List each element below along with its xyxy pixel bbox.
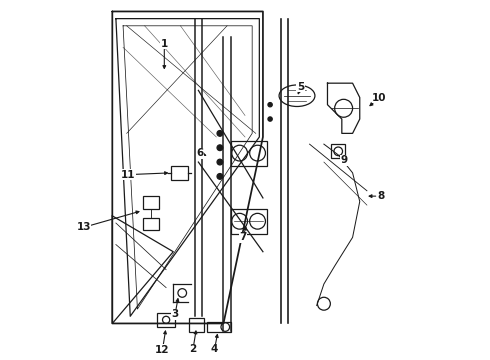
Circle shape (217, 159, 223, 165)
Ellipse shape (279, 85, 315, 107)
Text: 8: 8 (378, 191, 385, 201)
Text: 2: 2 (189, 344, 196, 354)
Text: 7: 7 (240, 232, 247, 242)
Circle shape (268, 103, 272, 107)
Text: 11: 11 (121, 170, 136, 180)
Text: 5: 5 (297, 82, 304, 92)
Bar (190, 318, 204, 332)
Circle shape (217, 131, 223, 136)
Text: 1: 1 (161, 39, 168, 49)
Circle shape (217, 174, 223, 179)
Text: 9: 9 (340, 155, 347, 165)
Bar (231, 140, 267, 166)
Circle shape (268, 117, 272, 121)
Bar (143, 196, 159, 209)
Bar (172, 166, 188, 180)
Bar (331, 144, 345, 158)
Bar (231, 209, 267, 234)
Text: 3: 3 (172, 310, 179, 319)
Circle shape (217, 145, 223, 150)
Bar (143, 218, 159, 230)
Bar (157, 313, 175, 327)
Text: 13: 13 (76, 222, 91, 232)
Text: 12: 12 (155, 345, 170, 355)
Bar (207, 321, 231, 332)
Text: 10: 10 (372, 93, 387, 103)
Text: 4: 4 (211, 344, 218, 354)
Text: 6: 6 (196, 148, 204, 158)
